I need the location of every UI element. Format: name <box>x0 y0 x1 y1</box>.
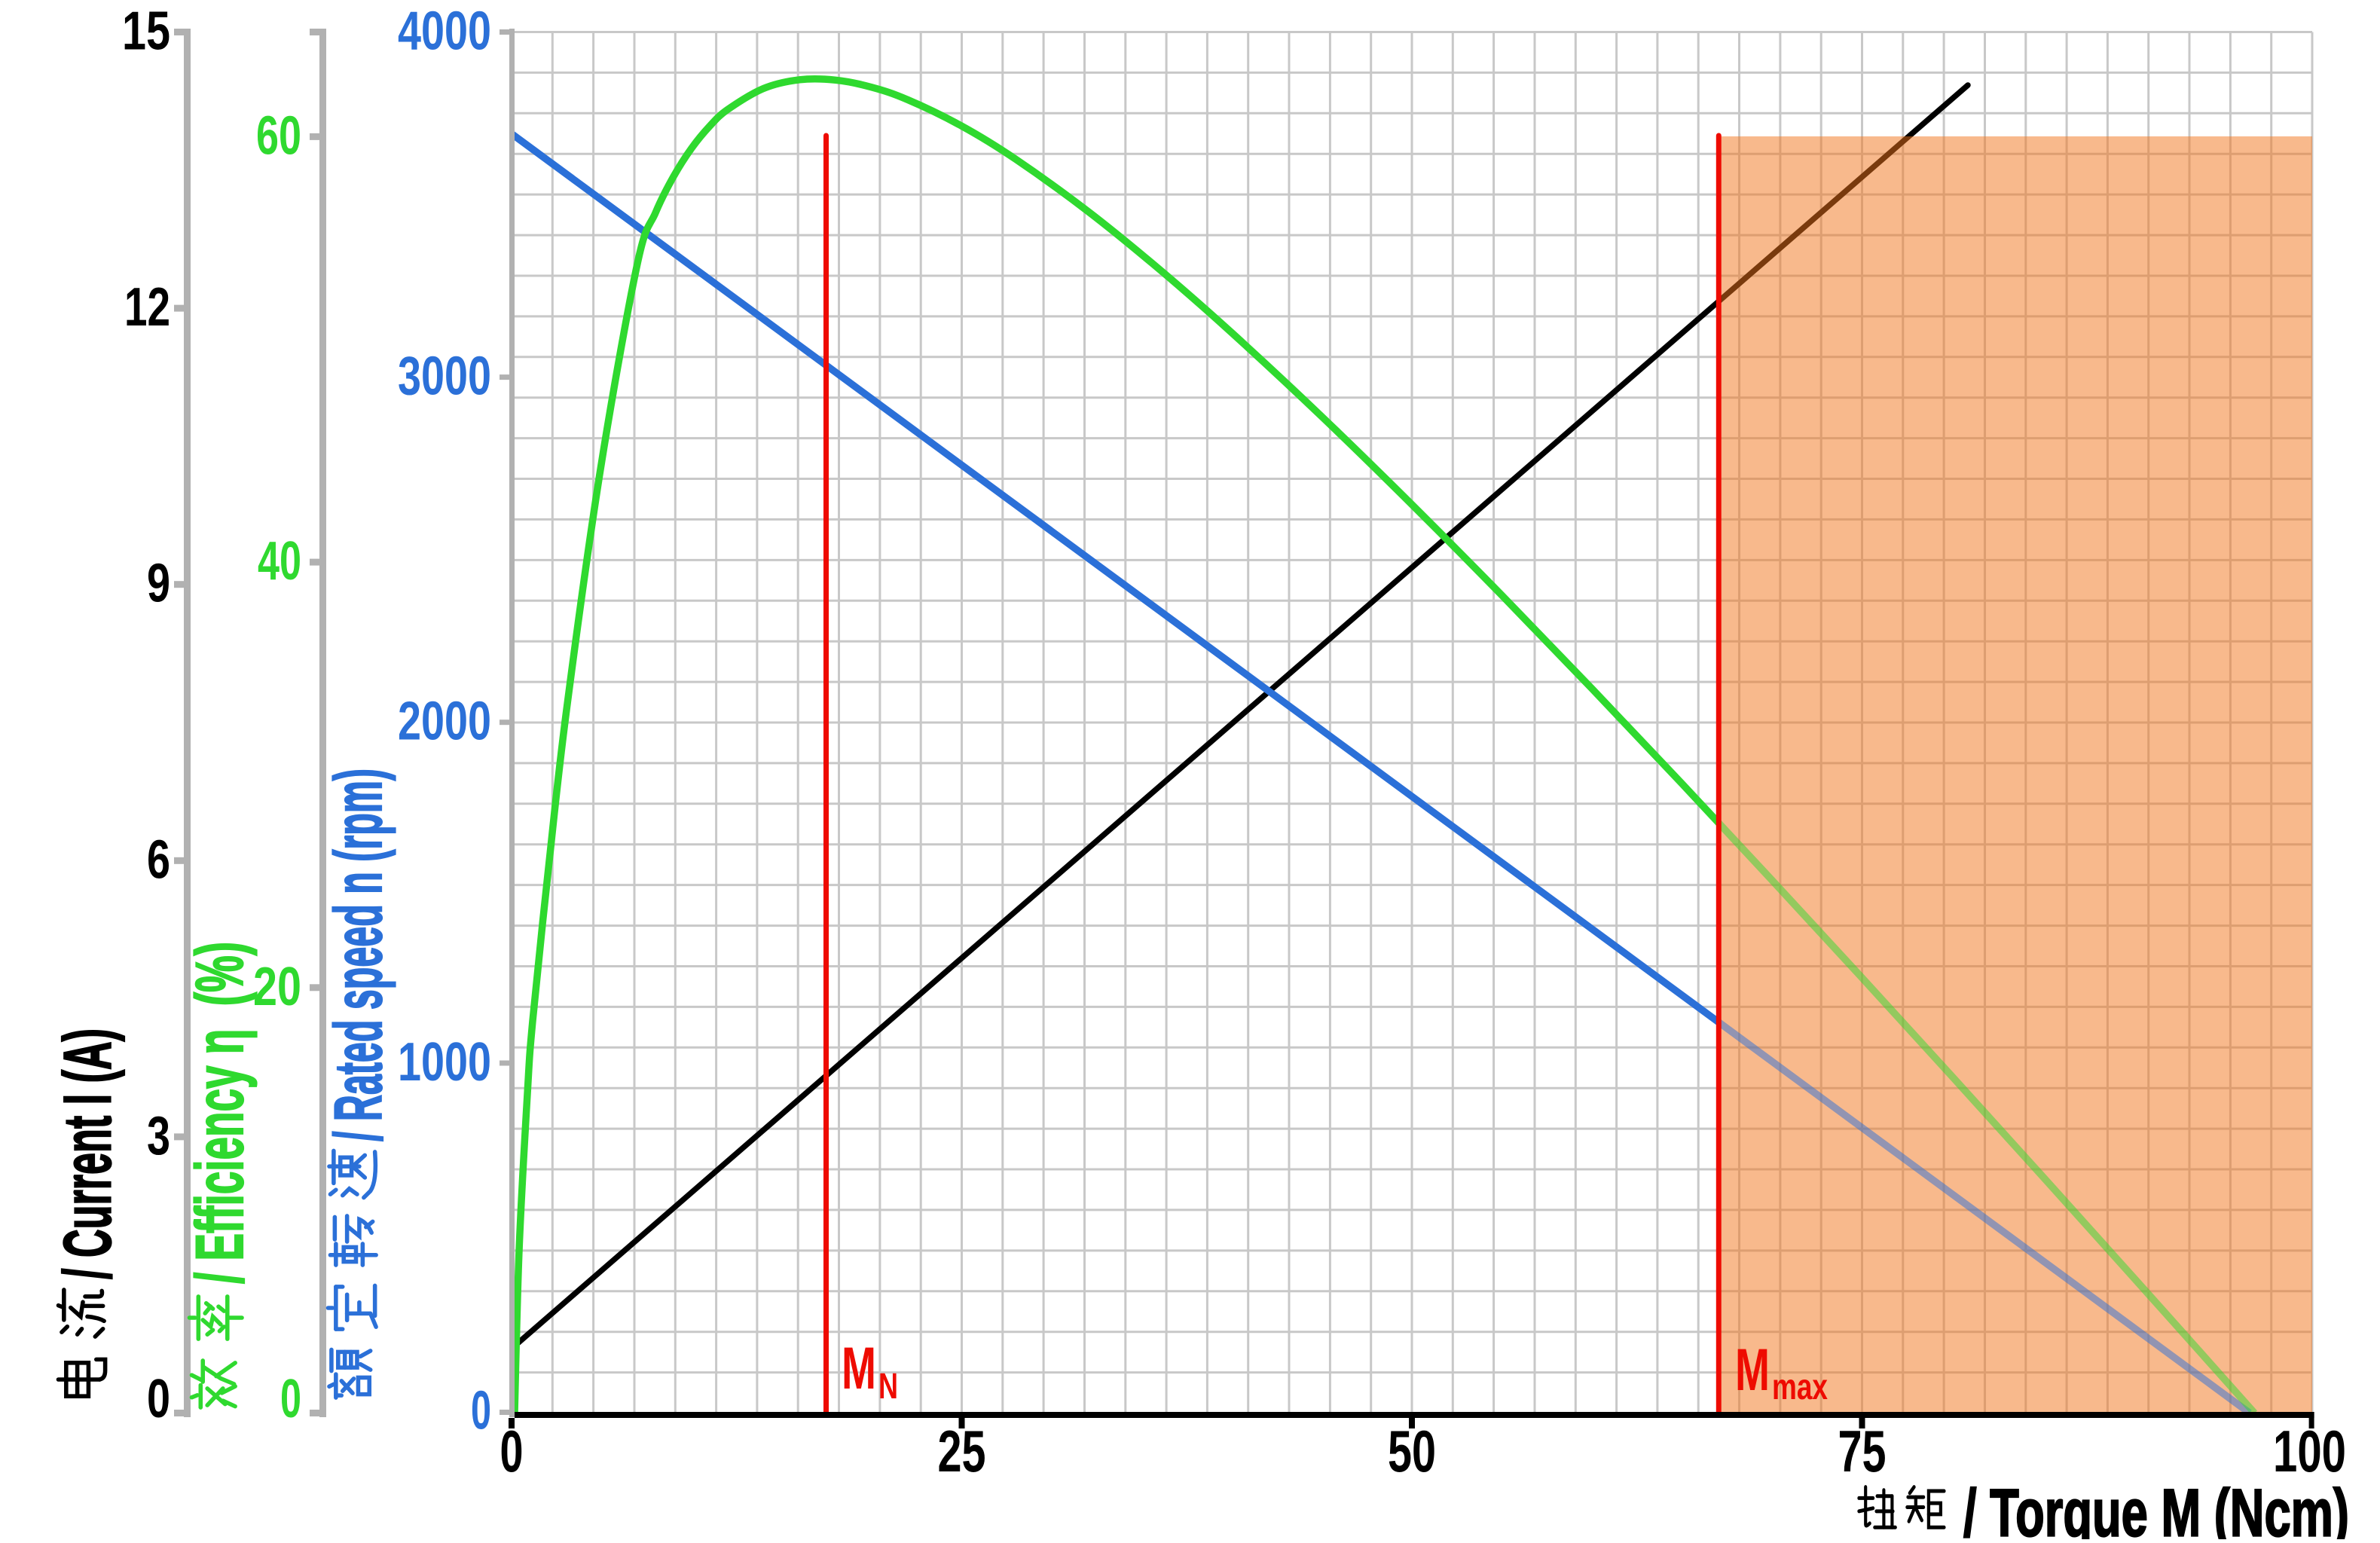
svg-text:75: 75 <box>1838 1418 1887 1484</box>
svg-text:/ Rated speed n (rpm): / Rated speed n (rpm) <box>320 768 396 1141</box>
svg-text:M: M <box>1735 1336 1770 1403</box>
svg-text:/ Efficiency η (%): / Efficiency η (%) <box>182 942 257 1284</box>
svg-text:60: 60 <box>256 105 301 166</box>
svg-text:100: 100 <box>2273 1418 2346 1484</box>
svg-text:0: 0 <box>500 1418 524 1484</box>
svg-text:6: 6 <box>147 830 170 890</box>
svg-text:0: 0 <box>147 1369 170 1429</box>
svg-text:40: 40 <box>258 531 301 591</box>
svg-text:0: 0 <box>471 1381 491 1441</box>
svg-text:max: max <box>1772 1367 1828 1407</box>
svg-text:2000: 2000 <box>398 692 491 752</box>
svg-text:12: 12 <box>124 277 170 338</box>
svg-text:N: N <box>878 1367 898 1407</box>
svg-text:M: M <box>842 1334 876 1401</box>
svg-text:4000: 4000 <box>398 2 491 62</box>
svg-text:9: 9 <box>147 554 170 614</box>
svg-text:/ Current I (A): / Current I (A) <box>50 1028 125 1279</box>
svg-text:3000: 3000 <box>398 347 491 407</box>
svg-text:0: 0 <box>280 1369 301 1429</box>
svg-text:20: 20 <box>253 957 301 1017</box>
svg-text:25: 25 <box>938 1418 986 1484</box>
svg-text:50: 50 <box>1388 1418 1436 1484</box>
svg-text:1000: 1000 <box>398 1032 491 1092</box>
svg-text:3: 3 <box>147 1106 170 1166</box>
svg-text:/ Torque M (Ncm): / Torque M (Ncm) <box>1963 1475 2349 1539</box>
svg-text:15: 15 <box>122 2 170 62</box>
